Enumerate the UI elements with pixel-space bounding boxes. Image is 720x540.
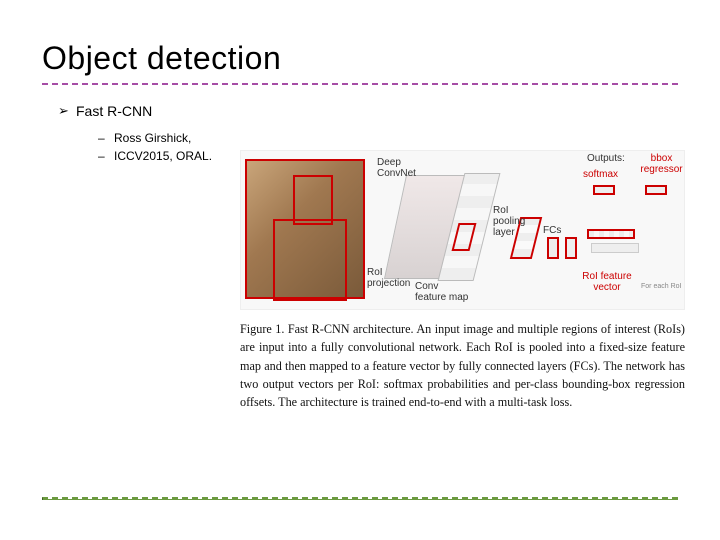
label-outputs: Outputs: xyxy=(587,153,625,164)
label-roi-feature-vector: RoI featurevector xyxy=(577,271,637,293)
roi-box-horse xyxy=(273,219,347,301)
roi-box-rider xyxy=(293,175,333,225)
input-image xyxy=(245,159,365,299)
divider-bottom xyxy=(42,497,678,500)
roi-feature-vector xyxy=(587,229,635,239)
slide-title: Object detection xyxy=(42,40,678,77)
output-softmax-box xyxy=(593,185,615,195)
label-fcs: FCs xyxy=(543,225,561,236)
architecture-figure: DeepConvNet RoIprojection Convfeature ma… xyxy=(240,150,685,310)
label-roi-pooling: RoIpoolinglayer xyxy=(493,205,537,238)
output-bbox-box xyxy=(645,185,667,195)
slide: Object detection Fast R-CNN Ross Girshic… xyxy=(0,0,720,540)
label-roi-projection: RoIprojection xyxy=(367,267,410,289)
label-conv-feature-map: Convfeature map xyxy=(415,281,468,303)
divider-top xyxy=(42,83,678,85)
label-for-each-roi: For each RoI xyxy=(641,283,681,291)
subbullet-1: Ross Girshick, xyxy=(98,129,678,147)
label-deep-convnet: DeepConvNet xyxy=(377,157,416,179)
fc-layer-2 xyxy=(565,237,577,259)
bullet-main: Fast R-CNN xyxy=(58,103,678,119)
feature-vector-shadow xyxy=(591,243,639,253)
label-bbox-regressor: bboxregressor xyxy=(639,153,684,175)
label-softmax: softmax xyxy=(583,169,618,180)
fc-layer-1 xyxy=(547,237,559,259)
diagram-canvas: DeepConvNet RoIprojection Convfeature ma… xyxy=(240,150,685,310)
figure-caption: Figure 1. Fast R-CNN architecture. An in… xyxy=(240,320,685,411)
